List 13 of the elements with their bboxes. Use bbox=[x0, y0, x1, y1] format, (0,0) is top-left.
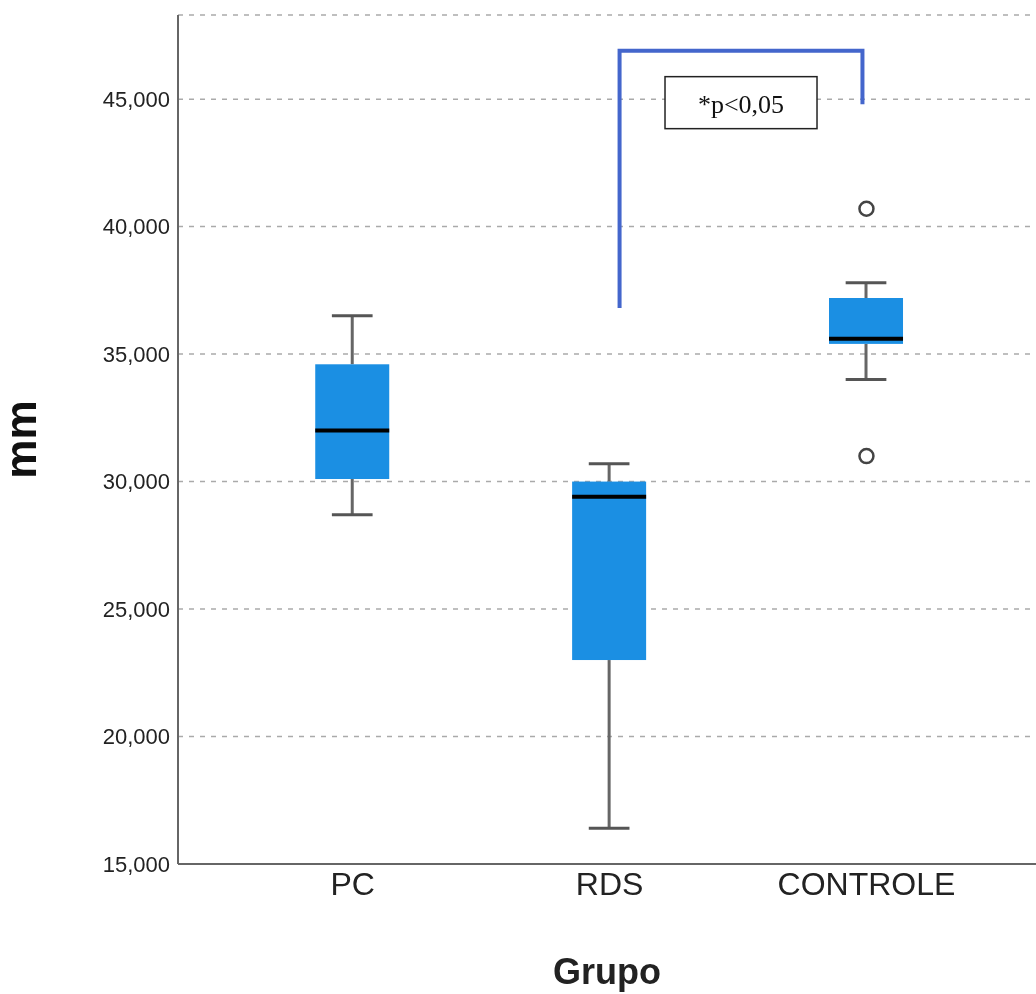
y-tick-label: 25,000 bbox=[102, 596, 170, 622]
x-tick-label: RDS bbox=[575, 865, 644, 902]
x-axis-title: Grupo bbox=[553, 951, 661, 992]
y-tick-label: 35,000 bbox=[102, 341, 170, 367]
x-tick-label: PC bbox=[330, 865, 375, 902]
annotation: *p<0,05 bbox=[697, 89, 785, 119]
y-tick-label: 40,000 bbox=[102, 214, 170, 240]
y-tick-label: 20,000 bbox=[102, 724, 170, 750]
x-tick-label: CONTROLE bbox=[777, 865, 956, 902]
y-tick-label: 15,000 bbox=[102, 851, 170, 877]
y-axis-title: mm bbox=[0, 400, 45, 479]
y-tick-label: 30,000 bbox=[102, 469, 170, 495]
y-tick-label: 45,000 bbox=[102, 86, 170, 112]
